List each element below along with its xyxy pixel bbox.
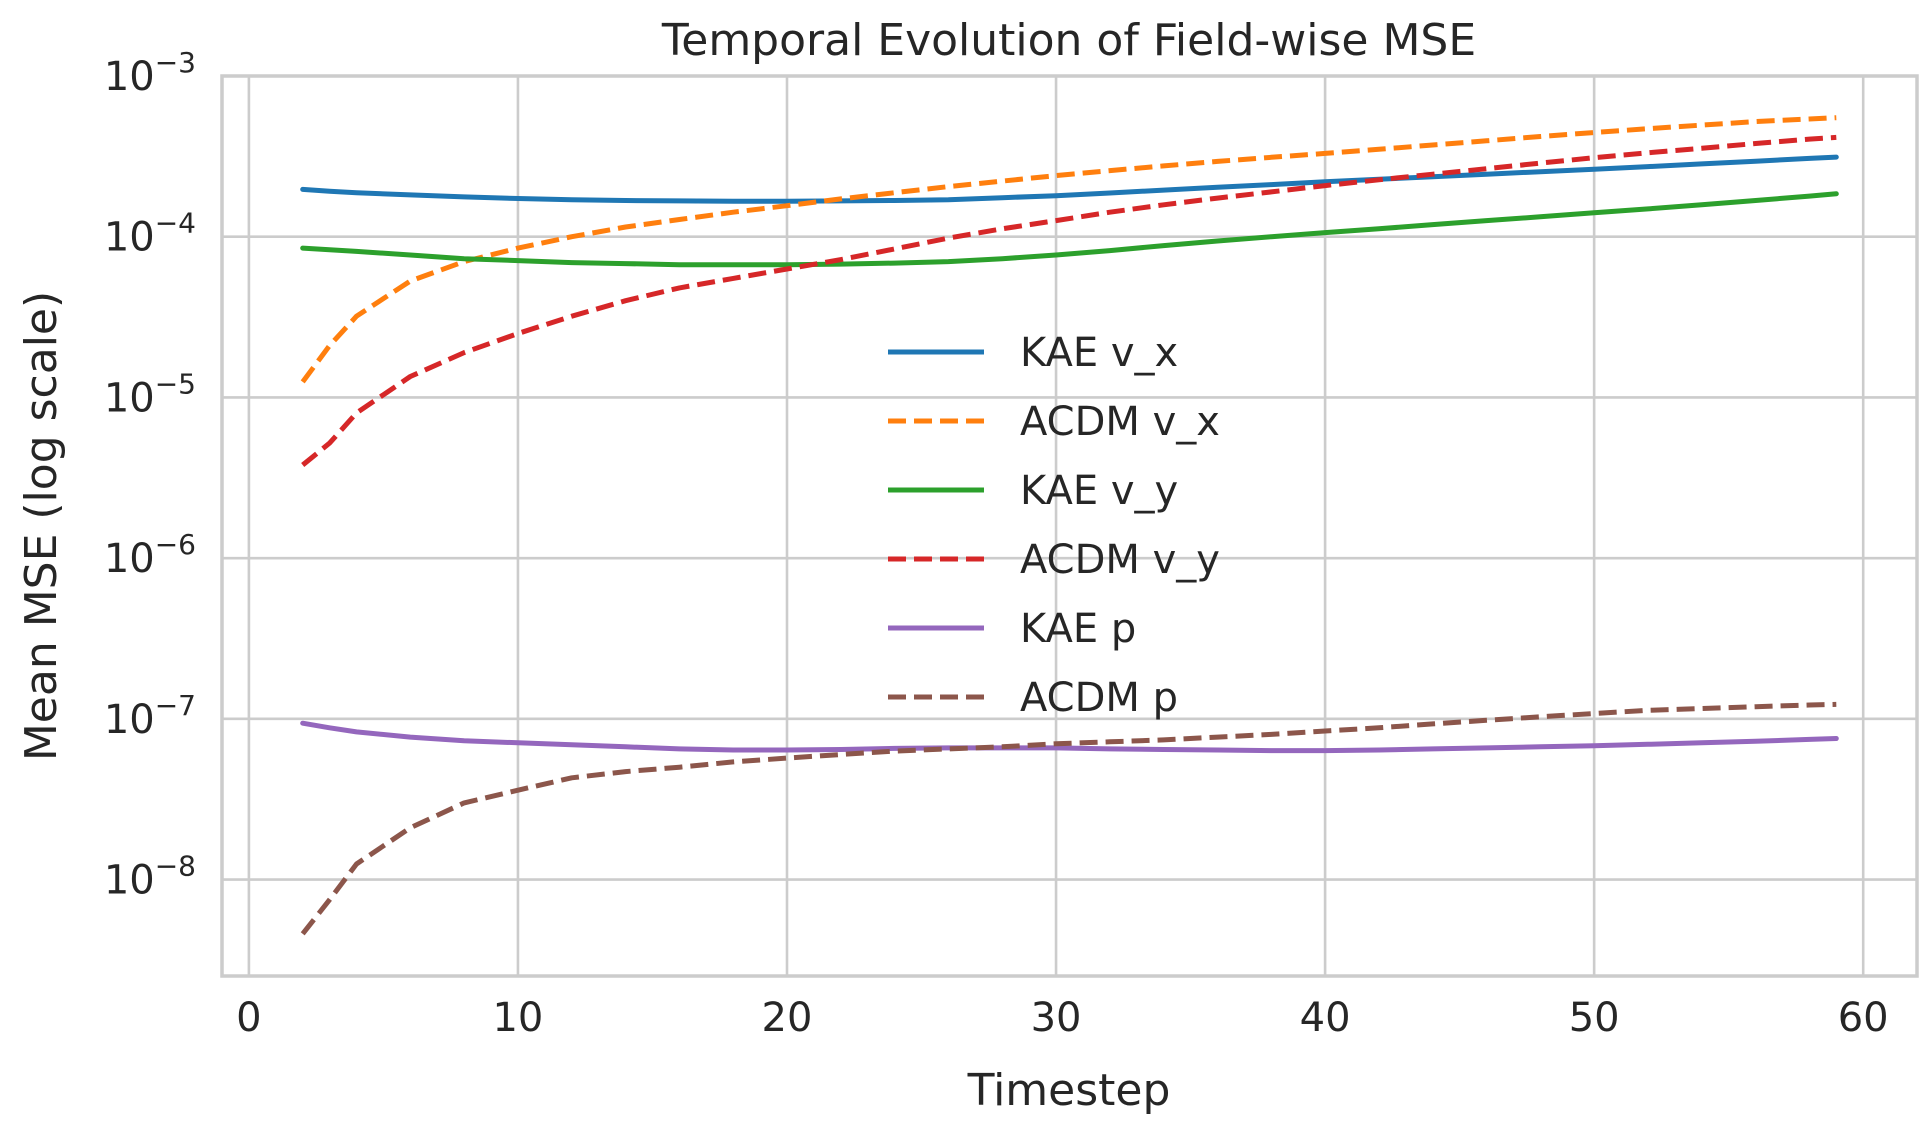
y-tick-exponent: −7 <box>155 689 196 722</box>
series-line-kae-v-y <box>300 191 1839 268</box>
x-axis-label: Timestep <box>967 1065 1171 1116</box>
y-tick-base: 10 <box>104 375 155 421</box>
x-tick-label: 20 <box>762 995 813 1041</box>
y-tick-exponent: −6 <box>155 528 196 561</box>
y-tick-label: 10−8 <box>104 850 196 904</box>
y-tick-exponent: −8 <box>155 850 196 883</box>
y-tick-base: 10 <box>104 54 155 100</box>
y-tick-base: 10 <box>104 858 155 904</box>
y-tick-base: 10 <box>104 536 155 582</box>
series-layer <box>300 115 1839 936</box>
series-line-acdm-p <box>300 701 1837 936</box>
legend-label: KAE p <box>1020 606 1136 652</box>
series-line-kae-v-x <box>300 154 1839 204</box>
legend-label: ACDM v_x <box>1020 399 1220 445</box>
series-line-acdm-v-y <box>301 134 1837 467</box>
x-tick-label: 50 <box>1569 995 1620 1041</box>
legend: KAE v_x ACDM v_x KAE v_y ACDM v_y KAE p ACDM … <box>888 330 1220 721</box>
series-line-kae-p <box>300 720 1839 754</box>
y-axis-label: Mean MSE (log scale) <box>16 291 67 761</box>
y-tick-exponent: −3 <box>155 46 196 79</box>
legend-label: ACDM v_y <box>1020 537 1220 583</box>
legend-label: KAE v_x <box>1020 330 1178 376</box>
y-tick-label: 10−4 <box>104 207 196 261</box>
y-tick-label: 10−6 <box>104 528 196 582</box>
series-line-acdm-v-x <box>300 115 1837 384</box>
y-tick-label: 10−3 <box>104 46 196 100</box>
x-tick-label: 60 <box>1838 995 1889 1041</box>
x-tick-label: 10 <box>492 995 543 1041</box>
y-tick-base: 10 <box>104 215 155 261</box>
y-tick-exponent: −4 <box>155 207 196 240</box>
legend-label: ACDM p <box>1020 675 1178 721</box>
x-tick-label: 0 <box>236 995 261 1041</box>
plot-frame <box>220 74 1919 978</box>
y-tick-base: 10 <box>104 697 155 743</box>
y-tick-label: 10−5 <box>104 367 196 421</box>
x-tick-label: 40 <box>1300 995 1351 1041</box>
y-tick-exponent: −5 <box>155 367 196 400</box>
chart-title: Temporal Evolution of Field-wise MSE <box>661 15 1476 66</box>
legend-label: KAE v_y <box>1020 468 1178 514</box>
x-tick-label: 30 <box>1031 995 1082 1041</box>
y-tick-label: 10−7 <box>104 689 196 743</box>
